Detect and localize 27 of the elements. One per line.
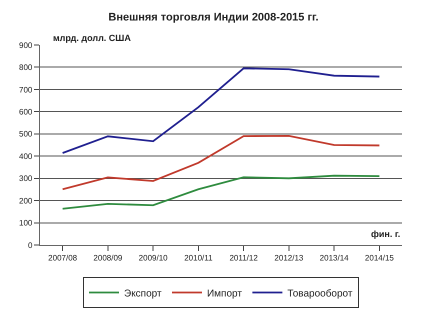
y-tick-label: 300	[19, 174, 33, 184]
x-tick-label: 2008/09	[93, 254, 123, 263]
y-axis-title: млрд. долл. США	[53, 33, 132, 43]
y-tick-label: 800	[19, 63, 33, 72]
legend-label: Экспорт	[124, 288, 162, 300]
y-tick-label: 500	[19, 130, 33, 139]
chart-title: Внешняя торговля Индии 2008-2015 гг.	[108, 12, 319, 24]
y-tick-label: 700	[19, 85, 33, 94]
y-tick-label: 0	[28, 240, 33, 250]
line-series	[62, 67, 380, 154]
y-tick-label: 200	[19, 196, 33, 206]
x-tick-label: 2014/15	[364, 254, 394, 263]
x-tick-label: 2009/10	[138, 254, 168, 263]
y-tick-label: 900	[19, 40, 33, 50]
legend-label: Импорт	[206, 288, 242, 300]
x-tick-label: 2007/08	[48, 254, 78, 263]
x-axis-title: фин. г.	[371, 229, 400, 239]
legend-label: Товарооборот	[287, 288, 353, 300]
x-tick-label: 2012/13	[274, 254, 304, 263]
line-series	[62, 174, 380, 210]
x-tick-label: 2011/12	[229, 254, 258, 263]
y-tick-label: 400	[19, 152, 33, 161]
y-tick-label: 600	[19, 107, 33, 116]
x-tick-label: 2013/14	[320, 254, 350, 263]
x-tick-label: 2010/11	[184, 254, 214, 263]
y-tick-label: 100	[19, 218, 33, 228]
line-series	[62, 134, 380, 190]
